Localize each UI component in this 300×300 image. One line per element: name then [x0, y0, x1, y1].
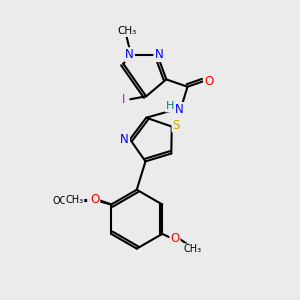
Text: CH₃: CH₃	[65, 195, 83, 205]
Text: N: N	[120, 133, 129, 146]
Text: S: S	[172, 118, 180, 131]
Text: N: N	[175, 103, 184, 116]
Text: O: O	[90, 193, 99, 206]
Text: I: I	[122, 93, 125, 106]
Text: O: O	[170, 232, 179, 245]
Text: CH₃: CH₃	[117, 26, 136, 36]
Text: N: N	[125, 48, 134, 61]
Text: H: H	[166, 101, 174, 112]
Text: O: O	[88, 194, 97, 207]
Text: N: N	[154, 48, 163, 61]
Text: OCH₃: OCH₃	[53, 196, 79, 206]
Text: O: O	[204, 75, 213, 88]
Text: CH₃: CH₃	[184, 244, 202, 254]
